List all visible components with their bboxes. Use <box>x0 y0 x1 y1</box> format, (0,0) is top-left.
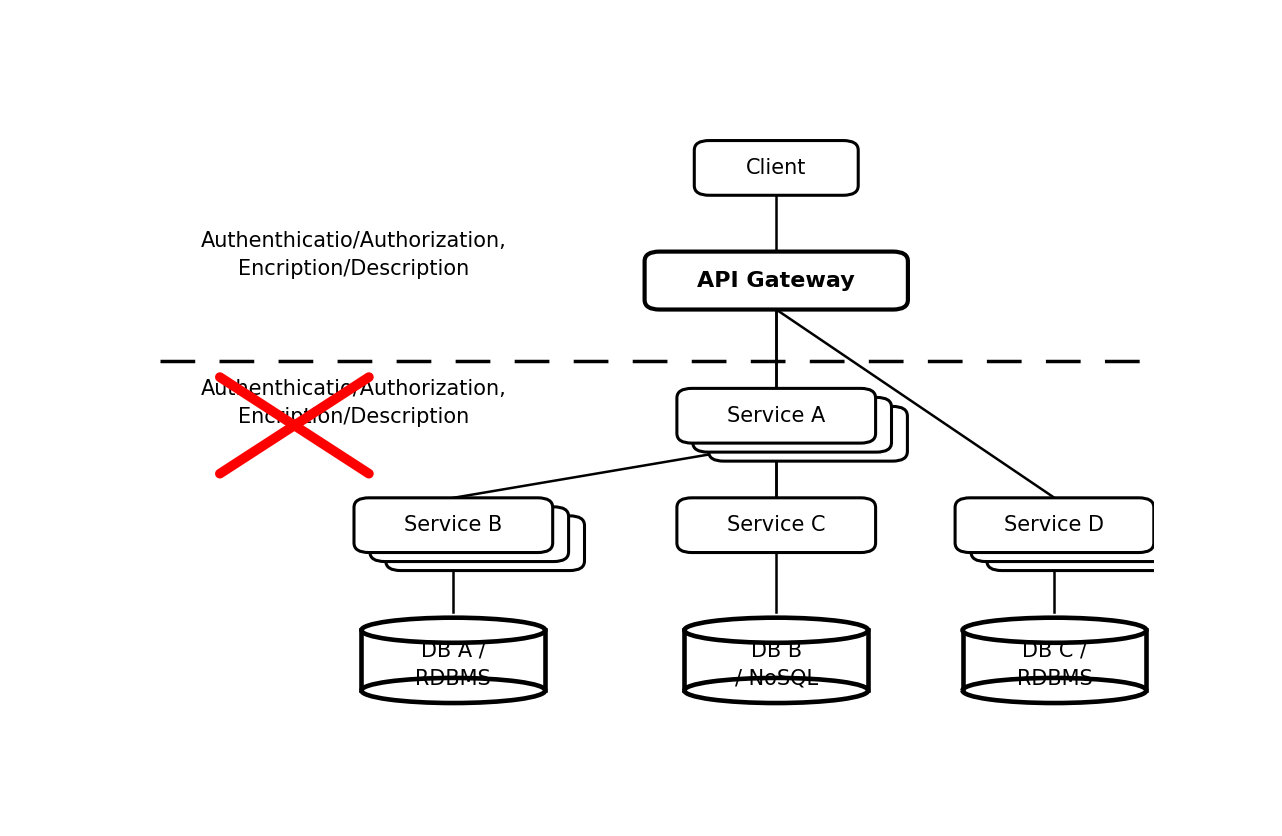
Polygon shape <box>963 630 1146 691</box>
Text: API Gateway: API Gateway <box>697 271 855 291</box>
FancyBboxPatch shape <box>645 252 908 309</box>
FancyBboxPatch shape <box>955 497 1154 553</box>
FancyBboxPatch shape <box>987 516 1186 570</box>
Text: Service B: Service B <box>404 515 503 535</box>
Text: Authenthicatio/Authorization,
Encription/Description: Authenthicatio/Authorization, Encription… <box>201 231 506 279</box>
FancyBboxPatch shape <box>709 406 908 461</box>
FancyBboxPatch shape <box>386 516 585 570</box>
FancyBboxPatch shape <box>692 397 891 452</box>
Text: Service A: Service A <box>727 405 826 426</box>
FancyBboxPatch shape <box>370 507 569 562</box>
FancyBboxPatch shape <box>970 507 1169 562</box>
Text: DB C /
RDBMS: DB C / RDBMS <box>1017 640 1092 689</box>
Ellipse shape <box>362 618 545 643</box>
Ellipse shape <box>963 618 1146 643</box>
Text: DB A /
RDBMS: DB A / RDBMS <box>415 640 491 689</box>
FancyBboxPatch shape <box>695 140 858 196</box>
Text: Authenthicatio/Authorization,
Encription/Description: Authenthicatio/Authorization, Encription… <box>201 379 506 427</box>
Polygon shape <box>362 630 545 691</box>
Text: Service D: Service D <box>1004 515 1105 535</box>
FancyBboxPatch shape <box>677 497 876 553</box>
FancyBboxPatch shape <box>354 497 553 553</box>
Ellipse shape <box>685 618 868 643</box>
Polygon shape <box>685 630 868 691</box>
FancyBboxPatch shape <box>677 389 876 443</box>
Text: DB B
/ NoSQL: DB B / NoSQL <box>735 640 818 689</box>
Text: Service C: Service C <box>727 515 826 535</box>
Text: Client: Client <box>746 158 806 178</box>
